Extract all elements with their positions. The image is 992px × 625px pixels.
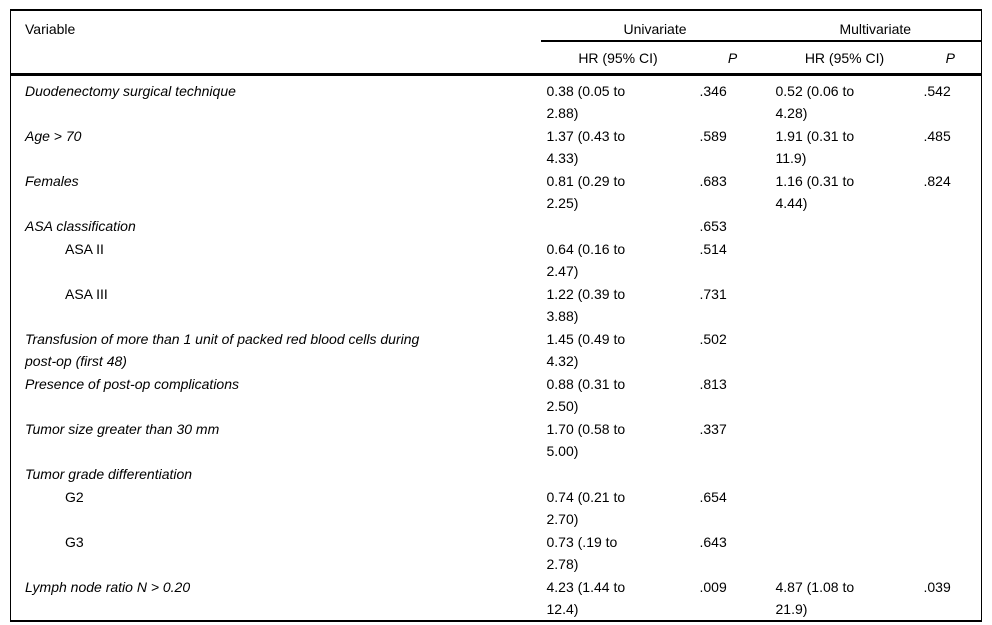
multivariate-p-cell [920,214,982,237]
variable-cell: Lymph node ratio N > 0.20 [25,579,191,595]
variable-cell: G2 [65,489,84,505]
univariate-p-cell: .589 [699,128,727,144]
variable-cell: Transfusion of more than 1 unit of packe… [25,331,420,369]
column-header-variable: Variable [10,10,541,76]
variable-cell: ASA III [65,286,108,302]
univariate-p-cell: .514 [699,241,727,257]
multivariate-hr-cell: 0.52 (0.06 to 4.28) [775,83,855,121]
univariate-hr-cell: 4.23 (1.44 to 12.4) [546,579,626,617]
multivariate-hr-cell [770,530,920,575]
table-row: Transfusion of more than 1 unit of packe… [11,327,982,372]
univariate-hr-cell: 0.38 (0.05 to 2.88) [546,83,626,121]
table-body: Duodenectomy surgical technique 0.38 (0.0… [11,75,982,622]
table-row: ASA II 0.64 (0.16 to 2.47) .514 [11,237,982,282]
univariate-p-cell: .337 [699,421,727,437]
multivariate-p-cell: .485 [923,128,951,144]
univariate-p-cell [696,462,770,485]
variable-cell: ASA II [65,241,104,257]
column-group-multivariate: Multivariate [769,10,982,42]
variable-cell: Tumor grade differentiation [25,466,193,482]
multivariate-p-cell [920,462,982,485]
univariate-p-cell: .653 [699,218,727,234]
variable-cell: Presence of post-op complications [25,376,239,392]
column-header-multivariate-hr: HR (95% CI) [769,41,920,76]
table-row: Tumor grade differentiation [11,462,982,485]
regression-results-table: Variable Univariate Multivariate HR (95%… [10,9,982,622]
table-row: Duodenectomy surgical technique 0.38 (0.0… [11,75,982,125]
variable-cell: ASA classification [25,218,136,234]
univariate-hr-cell: 1.70 (0.58 to 5.00) [546,421,626,459]
multivariate-p-cell [920,485,982,530]
table-row: ASA III 1.22 (0.39 to 3.88) .731 [11,282,982,327]
table-row: Lymph node ratio N > 0.20 4.23 (1.44 to 1… [11,575,982,621]
variable-cell: Age > 70 [25,128,82,144]
univariate-hr-cell: 0.74 (0.21 to 2.70) [546,489,626,527]
multivariate-hr-cell [770,282,920,327]
sub-header-row: HR (95% CI) P HR (95% CI) P [11,41,982,76]
multivariate-p-cell [920,237,982,282]
multivariate-p-cell: .542 [923,83,951,99]
univariate-p-cell: .731 [699,286,727,302]
table-header: Variable Univariate Multivariate HR (95%… [10,10,982,76]
multivariate-p-cell [920,327,982,372]
multivariate-hr-cell: 1.91 (0.31 to 11.9) [775,128,855,166]
univariate-p-cell: .813 [699,376,727,392]
univariate-p-cell: .683 [699,173,727,189]
multivariate-p-cell [920,417,982,462]
variable-cell: Duodenectomy surgical technique [25,83,236,99]
multivariate-p-cell: .824 [923,173,951,189]
univariate-hr-cell: 1.37 (0.43 to 4.33) [546,128,626,166]
univariate-p-cell: .502 [699,331,727,347]
univariate-hr-cell [541,214,696,237]
column-header-univariate-p: P [695,41,770,76]
univariate-hr-cell: 0.64 (0.16 to 2.47) [546,241,626,279]
table-row: G3 0.73 (.19 to 2.78) .643 [11,530,982,575]
univariate-hr-cell: 0.73 (.19 to 2.78) [546,534,618,572]
table-row: Tumor size greater than 30 mm 1.70 (0.58 … [11,417,982,462]
multivariate-p-cell: .039 [923,579,951,595]
group-header-row: Variable Univariate Multivariate [10,10,982,76]
univariate-p-cell: .346 [699,83,727,99]
multivariate-p-cell [920,530,982,575]
univariate-hr-cell: 1.22 (0.39 to 3.88) [546,286,626,324]
multivariate-hr-cell [770,237,920,282]
column-header-univariate-hr: HR (95% CI) [540,41,696,76]
column-group-univariate: Univariate [540,10,770,42]
multivariate-hr-cell [770,485,920,530]
univariate-hr-cell: 1.45 (0.49 to 4.32) [546,331,626,369]
multivariate-hr-cell [770,417,920,462]
table-row: Age > 70 1.37 (0.43 to 4.33) .589 1.91 (0.3… [11,124,982,169]
table-row: Presence of post-op complications 0.88 (0… [11,372,982,417]
multivariate-hr-cell: 1.16 (0.31 to 4.44) [775,173,855,211]
multivariate-hr-cell [770,462,920,485]
univariate-p-cell: .009 [699,579,727,595]
univariate-p-cell: .643 [699,534,727,550]
variable-cell: Tumor size greater than 30 mm [25,421,220,437]
column-header-multivariate-p: P [919,41,982,76]
multivariate-hr-cell [770,214,920,237]
univariate-hr-cell: 0.81 (0.29 to 2.25) [546,173,626,211]
multivariate-p-cell [920,372,982,417]
multivariate-hr-cell: 4.87 (1.08 to 21.9) [775,579,855,617]
univariate-hr-cell [541,462,696,485]
variable-cell: Females [25,173,79,189]
table-row: G2 0.74 (0.21 to 2.70) .654 [11,485,982,530]
multivariate-hr-cell [770,372,920,417]
multivariate-hr-cell [770,327,920,372]
table-row: Females 0.81 (0.29 to 2.25) .683 1.16 (0.31… [11,169,982,214]
variable-cell: G3 [65,534,84,550]
multivariate-p-cell [920,282,982,327]
univariate-p-cell: .654 [699,489,727,505]
univariate-hr-cell: 0.88 (0.31 to 2.50) [546,376,626,414]
table-row: ASA classification .653 [11,214,982,237]
